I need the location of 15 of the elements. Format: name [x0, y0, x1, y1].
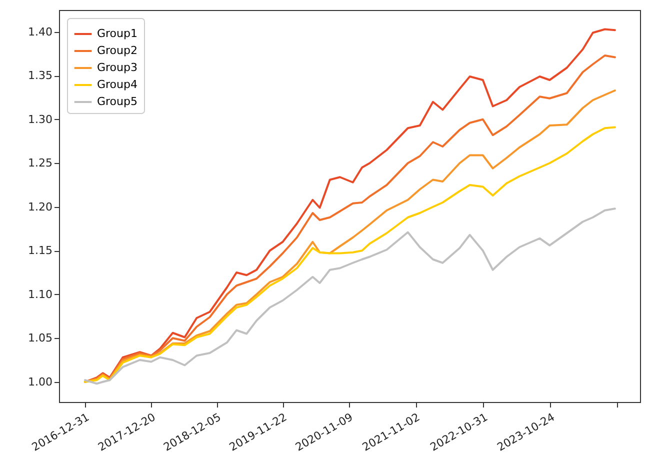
y-tick-label: 1.20: [28, 200, 52, 214]
legend-label: Group5: [97, 95, 138, 108]
y-tick-label: 1.35: [28, 69, 52, 82]
y-tick-label: 1.25: [28, 156, 52, 170]
legend-label: Group4: [97, 78, 138, 91]
legend-label: Group2: [97, 44, 138, 57]
y-tick-label: 1.05: [28, 332, 52, 345]
line-series: [84, 208, 616, 385]
y-tick-label: 1.10: [28, 288, 52, 301]
y-tick-label: 1.15: [28, 244, 52, 258]
legend-label: Group3: [97, 61, 138, 74]
y-tick-label: 1.00: [28, 375, 52, 388]
y-tick-label: 1.40: [28, 25, 52, 38]
y-tick-label: 1.30: [28, 112, 52, 126]
legend-label: Group1: [97, 27, 138, 40]
